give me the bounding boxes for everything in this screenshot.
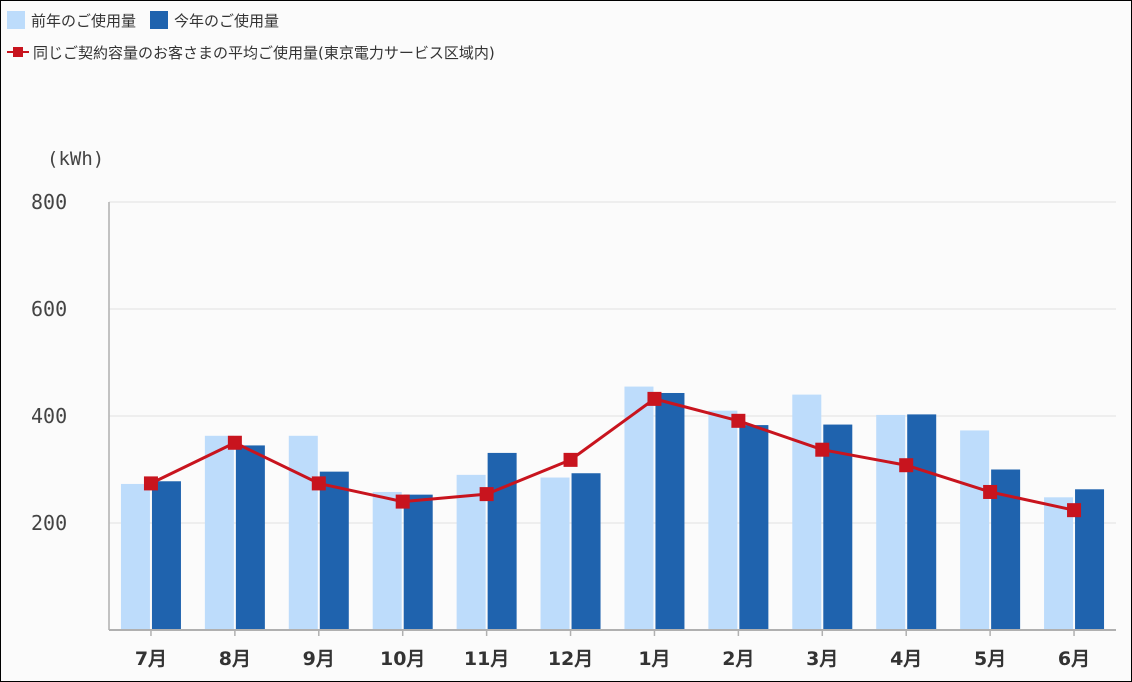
x-tick-label: 9月 [303,648,335,670]
average-point [815,442,830,457]
legend-item-this-year: 今年のご使用量 [150,10,279,31]
bar-this-year [151,481,181,630]
grid-lines [109,201,1116,524]
x-tick-label: 10月 [380,648,425,670]
x-tick-label: 1月 [638,648,670,670]
y-tick-label: 400 [31,404,67,428]
average-point [143,476,158,491]
bar-this-year [739,425,769,630]
prev-year-swatch [7,11,25,29]
bar-this-year [907,414,937,630]
x-tick-label: 7月 [135,648,167,670]
bar-prev-year [708,410,738,630]
this-year-swatch [150,11,169,29]
bar-this-year [319,471,349,630]
average-point [731,413,746,428]
y-tick-label: 600 [31,297,67,321]
legend-item-prev-year: 前年のご使用量 [7,10,136,31]
legend-label-average: 同じご契約容量のお客さまの平均ご使用量(東京電力サービス区域内) [33,43,495,62]
average-point [479,487,494,502]
x-tick-label: 2月 [722,648,754,670]
bar-prev-year [120,483,150,630]
y-tick-label: 800 [31,190,67,214]
x-tick-label: 4月 [890,648,922,670]
legend-label-prev-year: 前年のご使用量 [31,11,137,30]
x-tick-label: 5月 [974,648,1006,670]
bar-prev-year [792,394,822,630]
y-tick-label: 200 [31,511,67,535]
average-point [227,435,242,450]
bar-prev-year [960,430,990,630]
x-tick-label: 8月 [219,648,251,670]
bar-prev-year [372,491,402,630]
average-point [563,452,578,467]
average-point [311,476,326,491]
bars [120,386,1105,630]
average-point [983,484,998,499]
x-tick-label: 11月 [464,648,509,670]
average-point [899,458,914,473]
bar-prev-year [204,435,234,630]
bar-this-year [487,452,517,630]
x-tick-label: 6月 [1058,648,1090,670]
axis-labels: 200 400 600 800 7月 8月 9月 10月 11月 12月 1月 2月 3月 4月 5月 6月 [31,190,1090,670]
average-point [647,391,662,406]
bar-this-year [823,424,853,630]
legend-label-this-year: 今年のご使用量 [174,11,280,30]
legend-bars: 前年のご使用量 今年のご使用量 [7,9,293,31]
x-tick-label: 3月 [806,648,838,670]
bar-this-year [235,445,265,630]
bar-prev-year [540,477,570,630]
average-point [1067,503,1082,518]
bar-this-year [655,392,685,630]
bar-this-year [571,473,601,630]
bar-this-year [403,494,433,630]
bar-prev-year [288,435,318,630]
x-tick-label: 12月 [548,648,593,670]
bar-prev-year [876,414,906,630]
average-line-swatch [7,44,29,60]
y-axis-unit-label: (kWh) [47,148,105,170]
bar-prev-year [1044,497,1074,630]
average-line [143,391,1082,518]
legend-line: 同じご契約容量のお客さまの平均ご使用量(東京電力サービス区域内) [7,41,509,63]
bar-prev-year [624,386,654,630]
average-series-line [150,397,1075,512]
legend-item-average: 同じご契約容量のお客さまの平均ご使用量(東京電力サービス区域内) [7,42,495,63]
axes [108,202,1116,636]
average-point [395,494,410,509]
